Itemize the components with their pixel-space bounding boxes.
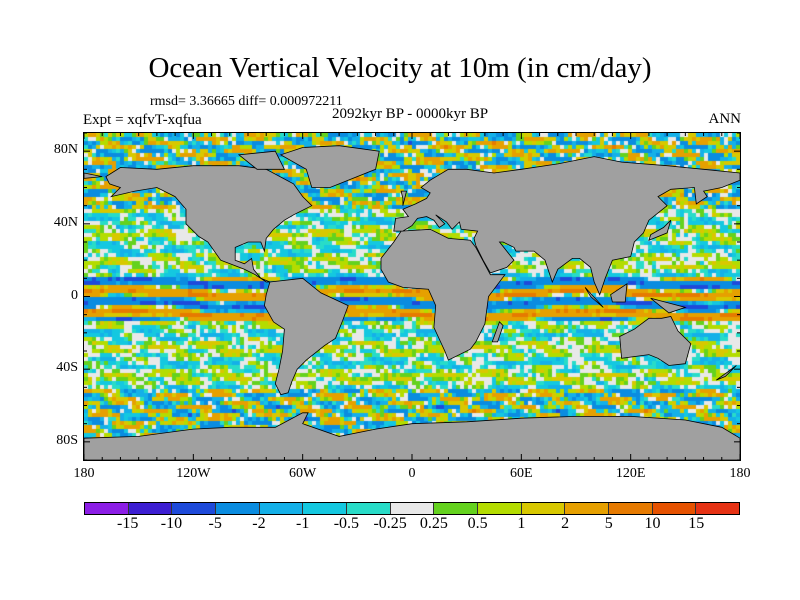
map-panel [83,132,741,461]
colorbar-label: 15 [688,515,705,532]
colorbar-box [521,503,566,514]
lon-label: 60E [510,466,533,481]
land-mass [648,219,672,241]
land-mass [393,156,740,296]
lat-label: 80S [56,432,78,448]
lat-label: 40N [53,214,78,230]
colorbar-label: -2 [252,515,266,532]
colorbar-box [85,503,129,514]
land-mass [619,316,692,366]
rmsd-diff-label: rmsd= 3.36665 diff= 0.000972211 [150,94,343,109]
land-mass [84,412,740,460]
plot-title: Ocean Vertical Velocity at 10m (in cm/da… [148,52,652,84]
lat-label: 80N [53,142,78,158]
land-mass [716,365,737,381]
land-mass [650,297,687,314]
colorbar-box [259,503,304,514]
lon-label: 0 [408,466,416,481]
colorbar-label: 10 [644,515,661,532]
colorbar-box [478,503,522,514]
colorbar-label: -1 [295,515,310,532]
colorbar-label: -15 [117,515,139,532]
colorbar-label: -0.25 [373,515,407,532]
land-mass [491,321,504,343]
land-mass [105,165,313,283]
colorbar-box [696,503,740,514]
land-mass [584,287,604,308]
colorbar-label: 5 [604,515,613,532]
colorbar-box [652,503,697,514]
colorbar-box [216,503,260,514]
colorbar-box [390,503,435,514]
colorbar-label: 2 [561,515,570,532]
colorbar-label: 1 [517,515,526,532]
colorbar-label: 0.25 [419,515,448,532]
land-mass [279,145,380,188]
colorbar-box [609,503,653,514]
colorbar-box [434,503,479,514]
land-mass [263,277,349,396]
lon-label: 120E [615,466,646,481]
land-mass [610,282,628,303]
experiment-label: Expt = xqfvT-xqfua [83,112,202,128]
lon-label: 60W [289,466,317,481]
lon-label: 120W [176,466,211,481]
land-mass [400,190,408,206]
period-label: 2092kyr BP - 0000kyr BP [331,106,489,122]
lon-label: 180 [73,466,95,481]
colorbar-label: 0.5 [467,515,488,532]
colorbar-box [128,503,173,514]
land-mass [380,228,506,361]
lat-label: 0 [71,287,78,303]
lon-label: 180 [729,466,751,481]
land-mass [84,172,103,179]
colorbar [84,502,740,515]
colorbar-box [565,503,610,514]
season-label: ANN [708,111,742,127]
colorbar-label: -5 [208,515,222,532]
colorbar-label: -0.5 [333,515,360,532]
colorbar-label: -10 [160,515,183,532]
lat-label: 40S [56,360,78,376]
colorbar-box [347,503,391,514]
colorbar-box [172,503,217,514]
continents [84,133,740,460]
land-mass [237,150,286,170]
colorbar-box [303,503,348,514]
